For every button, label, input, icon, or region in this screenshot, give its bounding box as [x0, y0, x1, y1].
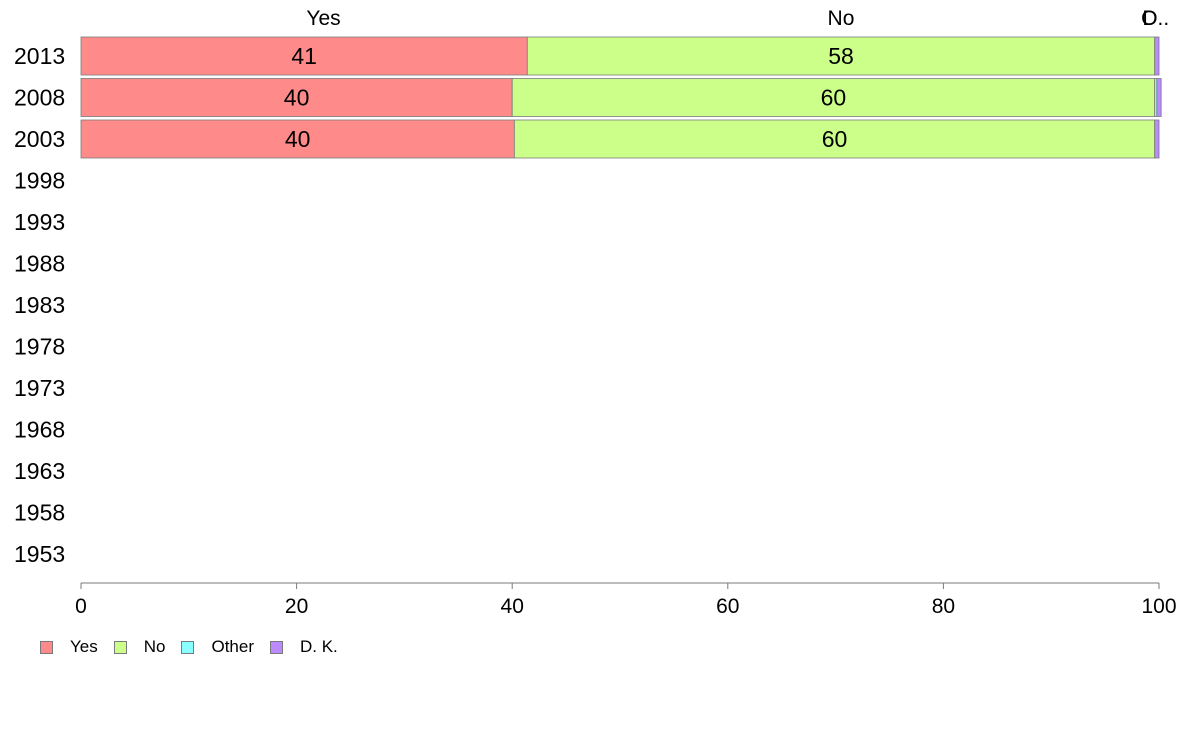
y-tick-label-1983: 1983 — [14, 292, 65, 318]
data-label-2008-no: 60 — [821, 85, 847, 111]
legend-label-other: Other — [211, 637, 254, 656]
y-tick-label-2003: 2003 — [14, 126, 65, 152]
header-label-0: Yes — [306, 7, 340, 30]
y-tick-label-1968: 1968 — [14, 417, 65, 443]
legend-item-dk: D. K. — [270, 637, 338, 657]
y-tick-label-1963: 1963 — [14, 458, 65, 484]
x-tick-label-100: 100 — [1141, 595, 1176, 618]
data-label-2008-yes: 40 — [284, 85, 310, 111]
data-label-2003-yes: 40 — [285, 126, 311, 152]
bar-2008-dk — [1156, 78, 1162, 117]
x-tick-label-20: 20 — [285, 595, 308, 618]
y-tick-label-1958: 1958 — [14, 500, 65, 526]
y-tick-label-1993: 1993 — [14, 209, 65, 235]
x-tick-label-40: 40 — [501, 595, 524, 618]
legend-item-yes: Yes — [40, 637, 98, 657]
y-tick-label-2013: 2013 — [14, 43, 65, 69]
y-axis-labels: 2013 2008 2003 1998 1993 1988 1983 1978 1973 1968… — [14, 43, 65, 567]
header-label-1: No — [828, 7, 855, 30]
legend-label-dk: D. K. — [300, 637, 338, 656]
legend-item-other: Other — [181, 637, 254, 657]
y-tick-label-1988: 1988 — [14, 251, 65, 277]
legend-item-no: No — [113, 637, 166, 657]
y-tick-label-1998: 1998 — [14, 168, 65, 194]
legend-label-no: No — [143, 637, 166, 656]
data-label-2013-no: 58 — [828, 43, 854, 69]
y-tick-label-1973: 1973 — [14, 375, 65, 401]
legend-swatch-other — [181, 640, 195, 654]
header-label-2: O — [1141, 7, 1157, 30]
x-tick-label-0: 0 — [75, 595, 87, 618]
y-tick-label-1978: 1978 — [14, 334, 65, 360]
legend: Yes No Other D. K. — [40, 637, 354, 657]
data-label-2013-yes: 41 — [291, 43, 317, 69]
bar-2003-dk — [1154, 119, 1160, 159]
legend-label-yes: Yes — [70, 637, 98, 656]
y-tick-label-2008: 2008 — [14, 85, 65, 111]
x-tick-label-80: 80 — [932, 595, 955, 618]
header-label-3: D.. — [1142, 7, 1169, 30]
data-label-2003-no: 60 — [822, 126, 848, 152]
data-labels: 41 58 40 60 40 60 — [284, 43, 854, 152]
x-tick-label-60: 60 — [716, 595, 739, 618]
bar-2013-dk — [1154, 36, 1160, 76]
bar-2003-yes — [80, 119, 515, 159]
bars — [80, 36, 1162, 159]
x-axis: 0 20 40 60 80 100 — [75, 582, 1177, 618]
category-header-labels: Yes No OD.. — [306, 7, 1169, 30]
legend-swatch-yes — [40, 640, 53, 654]
y-tick-label-1953: 1953 — [14, 541, 65, 567]
bar-2013-no — [526, 36, 1156, 76]
bar-2003-no — [513, 119, 1156, 159]
legend-swatch-dk — [270, 640, 283, 654]
legend-swatch-no — [113, 640, 127, 654]
